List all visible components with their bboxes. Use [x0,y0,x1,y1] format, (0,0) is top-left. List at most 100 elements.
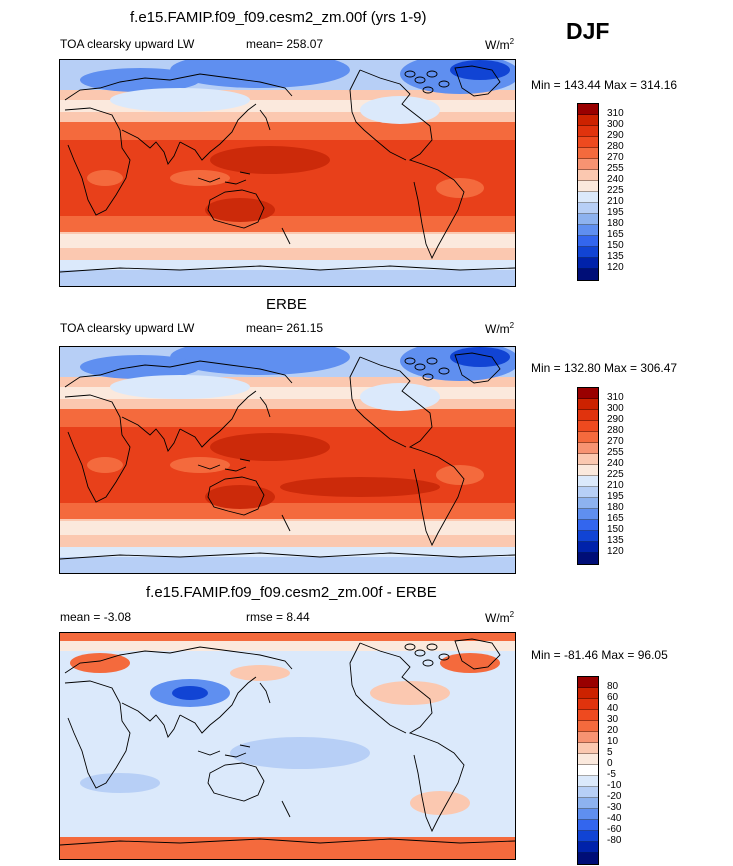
colorbar-swatch [578,853,598,864]
colorbar [577,387,599,565]
colorbar-swatch [578,236,598,247]
colorbar-swatch [578,181,598,192]
colorbar-tick-label: -40 [607,813,622,824]
colorbar-tick-label: 5 [607,747,613,758]
colorbar-tick-label: 310 [607,392,624,403]
colorbar-swatch [578,776,598,787]
colorbar-tick-label: 195 [607,491,624,502]
colorbar-swatch [578,115,598,126]
colorbar-swatch [578,454,598,465]
colorbar-swatch [578,553,598,564]
colorbar-swatch [578,487,598,498]
colorbar-swatch [578,421,598,432]
minmax-label: Min = 132.80 Max = 306.47 [531,361,678,375]
contour-map [60,347,515,573]
variable-label: TOA clearsky upward LW [60,37,195,51]
colorbar-swatch [578,225,598,236]
colorbar-tick-label: 30 [607,714,619,725]
colorbar [577,103,599,281]
colorbar-tick-label: 290 [607,414,624,425]
colorbar-tick-label: 300 [607,403,624,414]
colorbar-tick-label: 210 [607,480,624,491]
colorbar-tick-label: 165 [607,229,624,240]
colorbar-tick-label: 300 [607,119,624,130]
colorbar-swatch [578,542,598,553]
colorbar-swatch [578,269,598,280]
colorbar-swatch [578,699,598,710]
colorbar-swatch [578,520,598,531]
colorbar-swatch [578,677,598,688]
mean-label: mean= 261.15 [246,321,324,335]
colorbar-swatch [578,126,598,137]
colorbar-tick-label: 180 [607,502,624,513]
colorbar-swatch [578,787,598,798]
colorbar-swatch [578,743,598,754]
colorbar-swatch [578,732,598,743]
colorbar-swatch [578,214,598,225]
colorbar-tick-label: -30 [607,802,622,813]
colorbar-swatch [578,159,598,170]
coastlines [60,638,515,846]
colorbar [577,676,599,865]
variable-label: TOA clearsky upward LW [60,321,195,335]
colorbar-swatch [578,842,598,853]
contour-map [60,60,515,286]
colorbar-tick-label: 120 [607,546,624,557]
colorbar-swatch [578,399,598,410]
panel-title: ERBE [266,296,307,313]
colorbar-tick-label: 310 [607,108,624,119]
colorbar-tick-label: 270 [607,436,624,447]
colorbar-tick-label: 165 [607,513,624,524]
colorbar-tick-label: -5 [607,769,616,780]
units-label: W/m2 [485,37,515,52]
colorbar-tick-label: 10 [607,736,619,747]
mean-label: mean = -3.08 [60,610,132,624]
colorbar-tick-label: 150 [607,524,624,535]
minmax-label: Min = 143.44 Max = 314.16 [531,78,678,92]
colorbar-swatch [578,410,598,421]
colorbar-tick-label: 240 [607,174,624,185]
panel-title: f.e15.FAMIP.f09_f09.cesm2_zm.00f - ERBE [146,584,437,601]
colorbar-tick-label: 60 [607,692,619,703]
colorbar-swatch [578,798,598,809]
colorbar-tick-label: -80 [607,835,622,846]
colorbar-tick-label: 255 [607,447,624,458]
colorbar-tick-label: 225 [607,185,624,196]
colorbar-swatch [578,432,598,443]
colorbar-swatch [578,710,598,721]
mean-label: mean= 258.07 [246,37,324,51]
colorbar-tick-label: 40 [607,703,619,714]
rmse-label: rmse = 8.44 [246,610,310,624]
map-plot [59,632,516,860]
colorbar-tick-label: 255 [607,163,624,174]
colorbar-swatch [578,137,598,148]
contour-map [60,633,515,859]
colorbar-tick-label: -20 [607,791,622,802]
colorbar-tick-label: 150 [607,240,624,251]
colorbar-tick-label: 180 [607,218,624,229]
colorbar-swatch [578,203,598,214]
coastlines [60,352,515,560]
colorbar-swatch [578,721,598,732]
minmax-label: Min = -81.46 Max = 96.05 [531,648,668,662]
colorbar-tick-label: 280 [607,425,624,436]
colorbar-swatch [578,531,598,542]
colorbar-tick-label: 240 [607,458,624,469]
map-plot [59,346,516,574]
colorbar-tick-label: 210 [607,196,624,207]
colorbar-tick-label: 290 [607,130,624,141]
colorbar-swatch [578,820,598,831]
colorbar-swatch [578,247,598,258]
colorbar-tick-label: 280 [607,141,624,152]
colorbar-tick-label: -60 [607,824,622,835]
colorbar-swatch [578,765,598,776]
colorbar-swatch [578,498,598,509]
colorbar-swatch [578,465,598,476]
colorbar-tick-label: 120 [607,262,624,273]
colorbar-swatch [578,831,598,842]
colorbar-swatch [578,104,598,115]
colorbar-swatch [578,688,598,699]
colorbar-swatch [578,258,598,269]
colorbar-swatch [578,443,598,454]
colorbar-swatch [578,476,598,487]
